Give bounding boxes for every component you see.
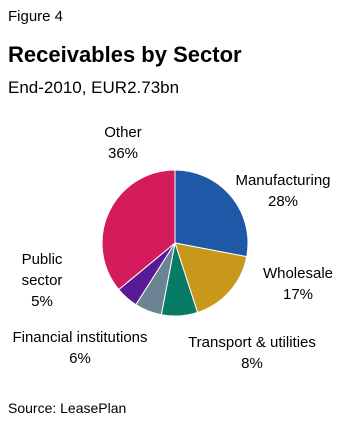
slice-label: Other 36%	[104, 124, 142, 162]
source-note: Source: LeasePlan	[8, 400, 127, 416]
figure-label: Figure 4	[8, 8, 64, 25]
slice-label: Public sector 5%	[22, 251, 63, 310]
slice-label: Wholesale 17%	[263, 265, 333, 303]
pie-slice	[174, 169, 249, 258]
pie-slice	[101, 169, 176, 291]
slice-label: Transport & utilities 8%	[188, 334, 316, 372]
chart-title: Receivables by Sector	[8, 42, 242, 67]
chart-subtitle: End-2010, EUR2.73bn	[8, 78, 180, 97]
slice-label: Financial institutions 6%	[12, 329, 147, 367]
slice-label: Manufacturing 28%	[235, 172, 330, 210]
pie-slice	[174, 242, 248, 314]
